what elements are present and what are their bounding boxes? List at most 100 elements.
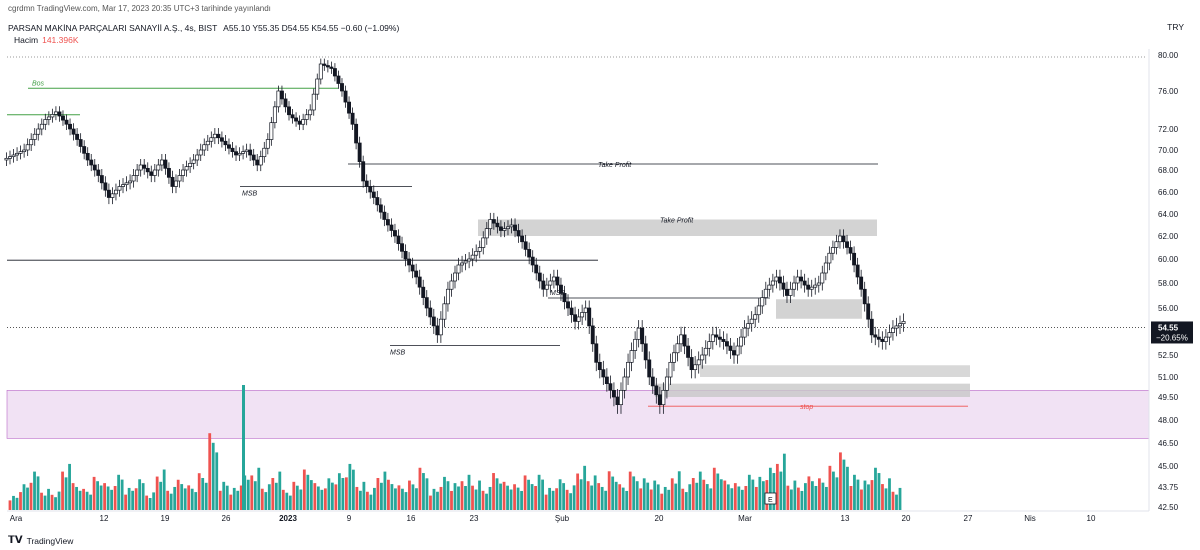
candle-body [650,376,655,387]
candle-body [792,282,796,290]
candle-body [887,332,892,338]
candle-body [174,180,178,187]
volume-bar [180,484,184,510]
candle-body [788,288,793,296]
candle-body [135,169,140,176]
x-tick-label: 9 [347,514,352,523]
candle-body [438,318,443,336]
candle-body [474,250,479,256]
volume-bar [656,484,660,510]
volume-bar [366,491,369,510]
volume-bar [26,487,29,510]
volume-bar [404,492,408,510]
volume-bar [747,474,751,510]
volume-bar [33,471,36,510]
earnings-marker-label: E [768,497,773,504]
volume-bar [232,487,236,510]
volume-bar [740,489,744,510]
candle-body [619,389,623,406]
candle-body [431,316,436,327]
volume-bar [383,471,387,510]
plot-background [7,49,1149,511]
volume-bar [169,493,173,510]
candle-body [622,376,627,391]
candle-body [774,276,779,282]
candle-body [223,140,228,146]
candle-body [294,117,299,122]
candle-body [541,280,546,290]
volume-bar [772,473,776,510]
candle-body [343,90,348,103]
candle-body [601,369,606,378]
candle-body [347,101,351,114]
candle-body [746,323,751,329]
volume-bar [344,477,348,510]
candle-body [219,137,224,142]
volume-bar [513,484,516,510]
candle-body [502,228,507,231]
candle-body [513,224,517,231]
volume-bar [849,486,853,510]
volume-bar [485,493,488,510]
candle-body [795,276,800,284]
candle-body [315,78,320,95]
symbol-name[interactable]: PARSAN MAKİNA PARÇALARI SANAYİİ A.Ş., 4s… [8,23,218,33]
volume-bar [292,481,296,510]
volume-bar [166,490,170,510]
volume-bar [274,482,278,510]
candle-body [138,164,143,171]
candle-body [735,345,740,356]
candle-body [816,282,821,286]
candle-body [114,189,118,195]
candle-body [742,327,747,338]
footer: 𝗧𝗩 TradingView [8,535,73,546]
candle-body [18,151,23,154]
candle-body [255,159,260,166]
volume-bar [429,495,432,510]
candle-body [668,361,673,378]
volume-bar [716,473,720,510]
y-tick-label: 58.00 [1158,279,1179,288]
candle-body [382,211,387,220]
volume-bar [68,463,71,510]
candle-body [707,341,712,349]
candle-body [689,357,694,371]
candle-body [484,228,489,239]
candle-body [184,166,189,171]
volume-bar [460,481,464,510]
y-tick-label: 80.00 [1158,51,1179,60]
volume-bar [751,479,755,510]
candle-body [626,361,631,378]
volume-bar [439,486,443,510]
volume-bar [502,481,506,510]
volume-bar [709,488,713,510]
volume-bar [611,476,615,510]
volume-bar [681,488,685,510]
candle-body [456,264,461,274]
candle-body [559,284,563,294]
candle-body [85,152,90,161]
volume-bar [768,467,772,510]
candle-body [470,254,475,260]
candle-body [760,297,765,307]
volume-bar [733,483,737,510]
volume-bar [187,485,191,510]
currency-label: TRY [1167,22,1184,32]
volume-bar [569,493,573,510]
candle-body [562,293,567,303]
volume-bar [537,474,541,510]
volume-bar [436,491,439,510]
candle-body [336,75,341,84]
volume-bar [380,482,383,510]
volume-bar [796,487,800,510]
volume-bar [583,465,587,510]
candle-body [205,140,210,146]
candle-body [25,144,30,151]
candle-body [838,235,842,243]
y-tick-label: 46.50 [1158,439,1179,448]
volume-bar [323,488,327,510]
candle-body [495,222,500,228]
candle-body [279,90,284,100]
volume-bar [369,494,373,510]
